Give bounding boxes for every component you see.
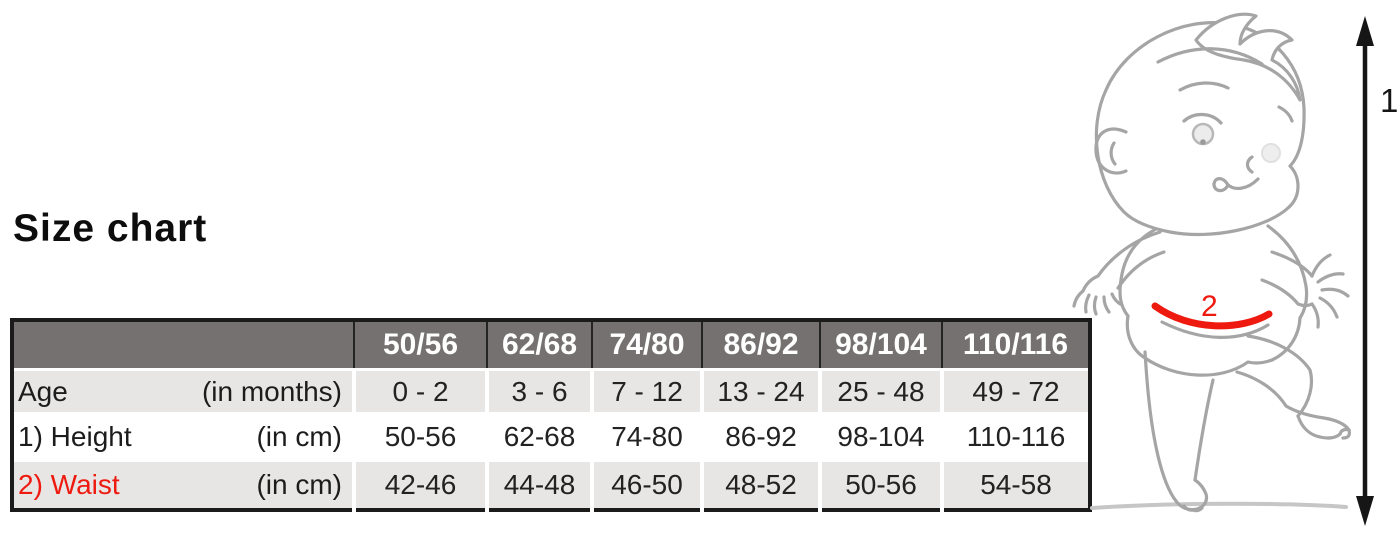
height-label-cell: 1) Height (in cm) (12, 412, 354, 461)
table-header-row: 50/56 62/68 74/80 86/92 98/104 110/116 (12, 320, 1090, 370)
table-cell: 86-92 (700, 412, 820, 461)
size-chart-table: 50/56 62/68 74/80 86/92 98/104 110/116 A… (10, 318, 1092, 512)
baby-right-arm (1260, 250, 1350, 329)
table-cell: 98-104 (818, 412, 942, 461)
height-marker-label: 1 (1380, 82, 1398, 119)
baby-lifted-leg (1235, 334, 1351, 440)
arrow-down-icon (1356, 496, 1374, 526)
page-title: Size chart (13, 207, 208, 250)
header-size-86-92: 86/92 (701, 320, 820, 370)
baby-nose (1245, 155, 1254, 174)
row-label: 2) Waist (18, 469, 120, 500)
arrow-up-icon (1356, 16, 1374, 46)
row-unit: (in cm) (256, 421, 342, 452)
table-cell: 3 - 6 (485, 368, 592, 414)
waist-line (1151, 302, 1273, 330)
table-cell: 62-68 (485, 412, 592, 461)
age-label-cell: Age (in months) (12, 368, 354, 414)
header-size-74-80: 74/80 (591, 320, 702, 370)
table-row-age: Age (in months) 0 - 2 3 - 6 7 - 12 13 - … (12, 368, 1090, 414)
table-row-height: 1) Height (in cm) 50-56 62-68 74-80 86-9… (12, 412, 1090, 461)
header-size-98-104: 98/104 (819, 320, 942, 370)
baby-cheek (1261, 143, 1281, 163)
baby-pupil (1200, 139, 1206, 145)
header-corner-cell (12, 320, 354, 370)
table-cell: 42-46 (352, 459, 487, 510)
row-label: 1) Height (18, 421, 132, 452)
waist-marker-label: 2 (1201, 290, 1218, 323)
table-cell: 74-80 (590, 412, 702, 461)
baby-ear (1094, 127, 1128, 175)
table-cell: 110-116 (940, 412, 1090, 461)
table-cell: 50-56 (352, 412, 487, 461)
table-cell: 25 - 48 (818, 368, 942, 414)
table-cell: 54-58 (940, 459, 1090, 510)
table-cell: 50-56 (818, 459, 942, 510)
table-cell: 13 - 24 (700, 368, 820, 414)
table-cell: 0 - 2 (352, 368, 487, 414)
baby-illustration: 2 (1072, 12, 1351, 513)
table-cell: 44-48 (485, 459, 592, 510)
table-cell: 7 - 12 (590, 368, 702, 414)
baby-diaper (1125, 314, 1302, 377)
table-cell: 49 - 72 (940, 368, 1090, 414)
baby-tongue (1212, 177, 1230, 193)
row-unit: (in cm) (256, 469, 342, 500)
row-label: Age (18, 375, 68, 407)
table-cell: 46-50 (590, 459, 702, 510)
table-row-waist: 2) Waist (in cm) 42-46 44-48 46-50 48-52… (12, 459, 1090, 510)
ground-line (1090, 501, 1348, 510)
baby-left-arm (1072, 230, 1166, 316)
table-cell: 48-52 (700, 459, 820, 510)
row-unit: (in months) (201, 375, 342, 407)
waist-label-cell: 2) Waist (in cm) (12, 459, 354, 510)
header-size-50-56: 50/56 (353, 320, 487, 370)
header-size-62-68: 62/68 (486, 320, 592, 370)
baby-face (1178, 81, 1294, 193)
header-size-110-116: 110/116 (941, 320, 1090, 370)
height-arrow: 1 (1356, 16, 1398, 526)
baby-standing-leg (1143, 350, 1215, 513)
